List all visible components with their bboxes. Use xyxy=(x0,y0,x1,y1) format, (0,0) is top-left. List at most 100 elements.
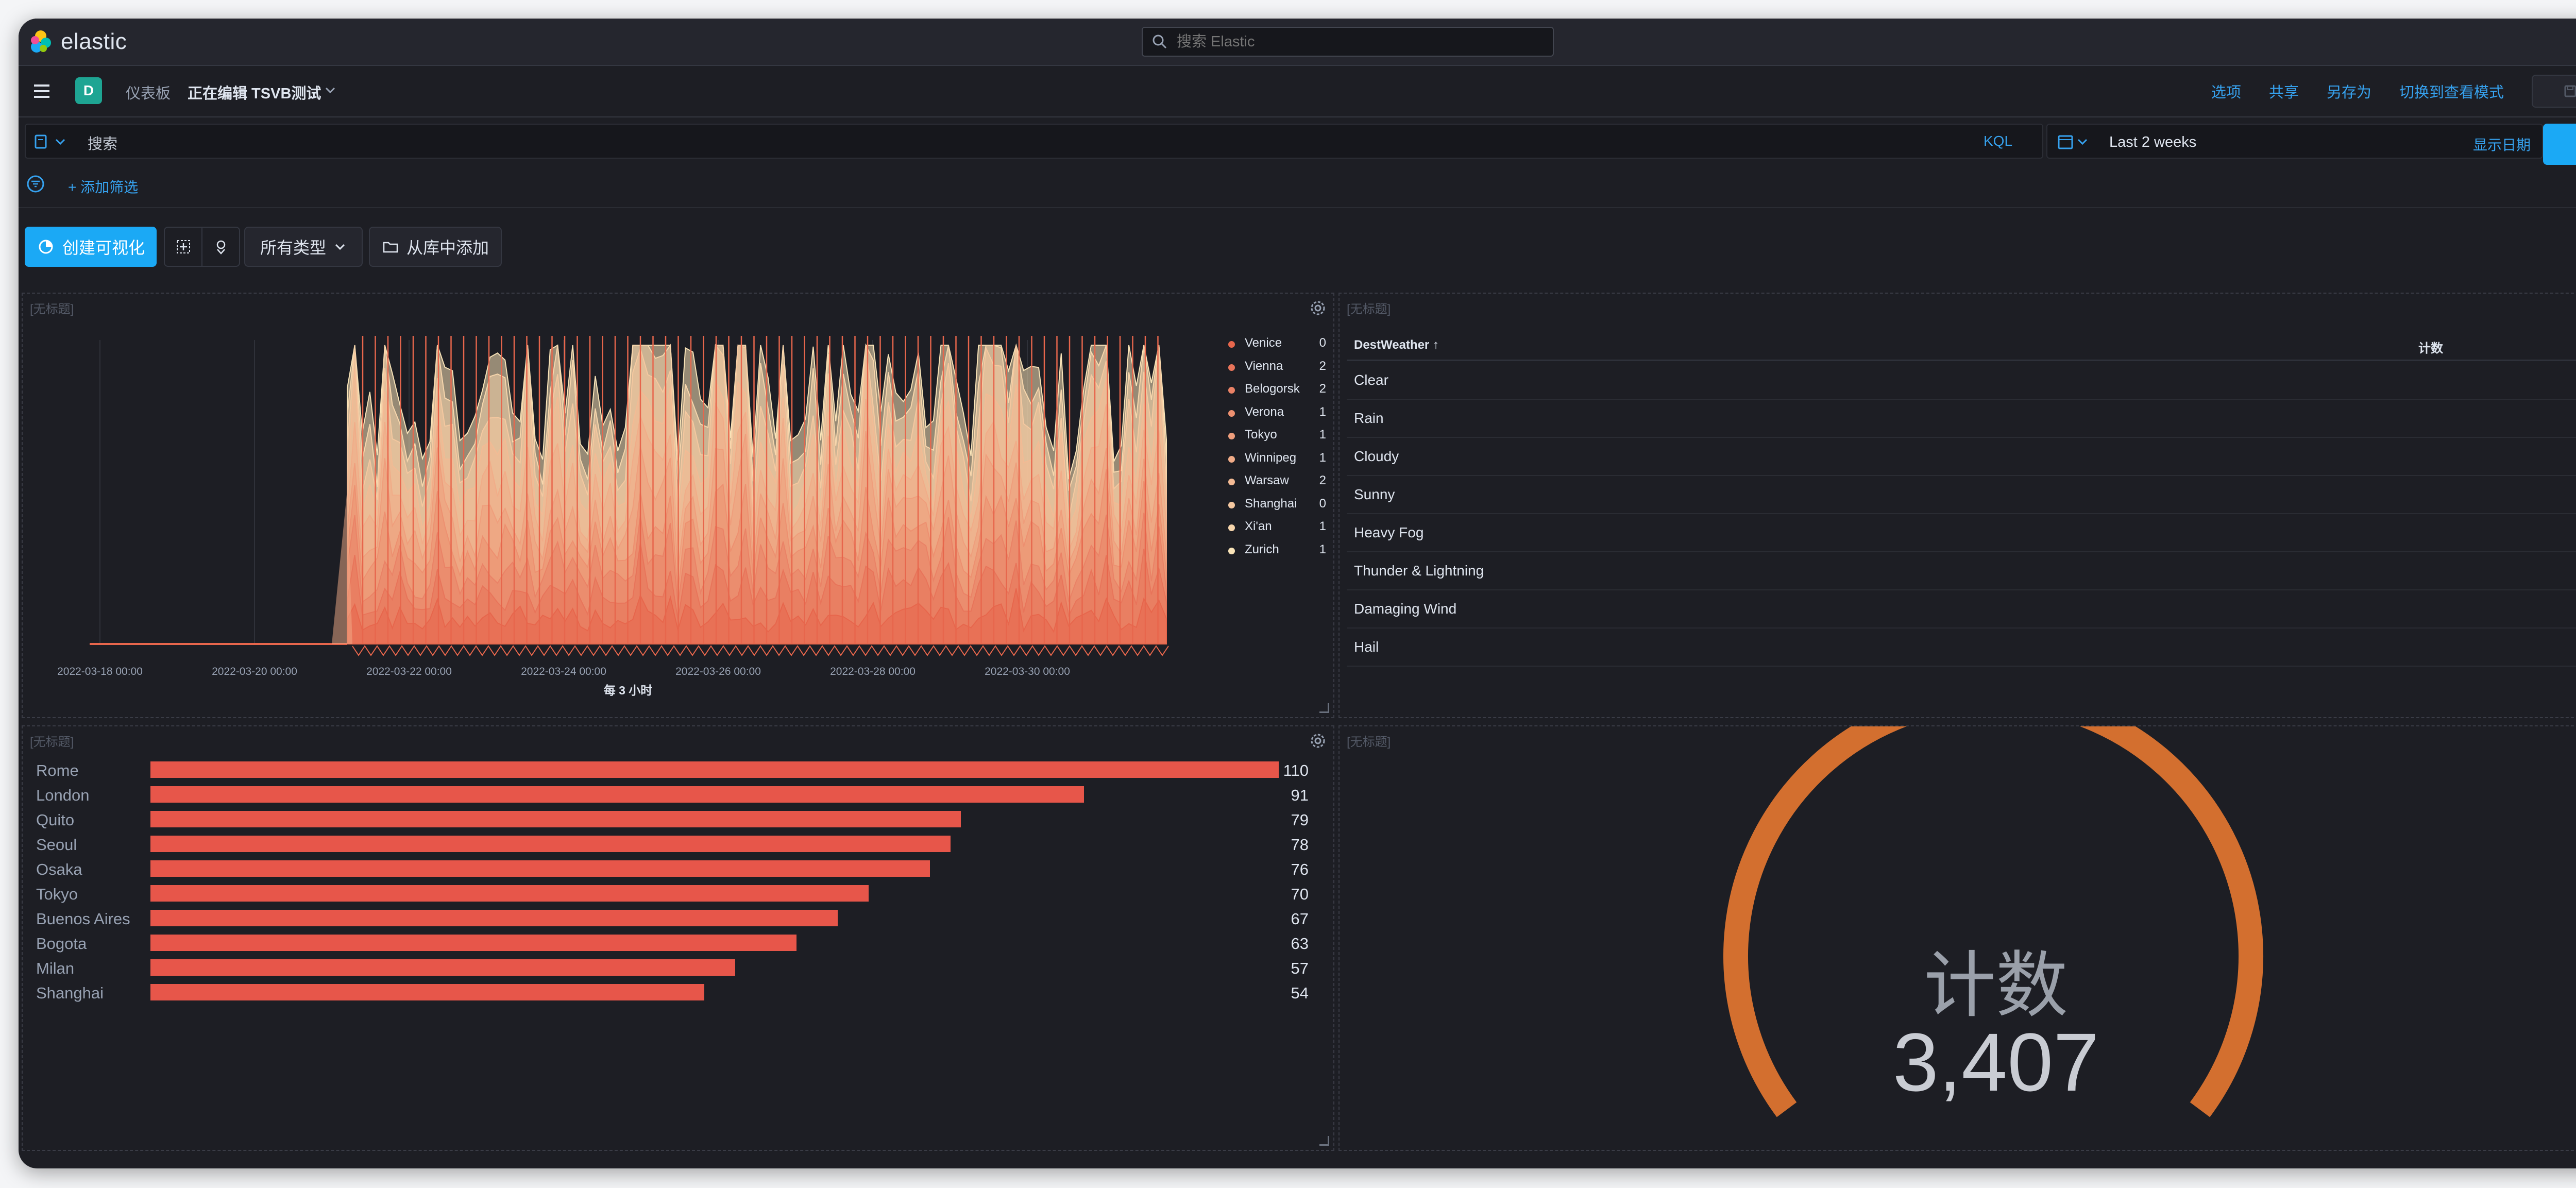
save-icon xyxy=(2564,85,2576,97)
legend-item[interactable]: Vienna 2 xyxy=(1228,359,1326,382)
top-n-row: Buenos Aires 67 xyxy=(36,907,1309,931)
quick-date-menu[interactable] xyxy=(2057,133,2093,151)
nav-header: D 仪表板 正在编辑 TSVB测试 选项 共享 另存为 切换到查看模式 保存 xyxy=(19,66,2576,117)
global-search-input[interactable] xyxy=(1176,32,1538,51)
share-link[interactable]: 共享 xyxy=(2268,84,2299,101)
chevron-down-icon xyxy=(55,139,65,145)
legend-value: 1 xyxy=(1319,519,1326,533)
legend-swatch xyxy=(1228,433,1235,439)
table-row: Cloudy593 xyxy=(1347,437,2576,476)
gauge-panel: [无标题] 计数 3,407 xyxy=(1338,725,2576,1151)
create-visualization-button[interactable]: 创建可视化 xyxy=(25,227,157,267)
legend-item[interactable]: Tokyo 1 xyxy=(1228,428,1326,451)
legend-item[interactable]: Xi'an 1 xyxy=(1228,519,1326,542)
legend-label: Verona xyxy=(1245,404,1284,419)
legend-swatch xyxy=(1228,479,1235,485)
top-header: elastic xyxy=(19,19,2576,66)
global-search[interactable] xyxy=(1142,27,1554,57)
add-filter-link[interactable]: + 添加筛选 xyxy=(68,179,139,195)
nav-actions: 选项 共享 另存为 切换到查看模式 保存 xyxy=(2211,66,2576,116)
all-types-label: 所有类型 xyxy=(260,239,326,257)
top-n-value: 57 xyxy=(1291,959,1309,977)
top-n-value: 76 xyxy=(1291,860,1309,878)
top-n-bar xyxy=(150,959,735,976)
column-header-count[interactable]: 计数 xyxy=(2418,342,2443,355)
legend-value: 1 xyxy=(1319,404,1326,419)
series-area xyxy=(332,489,352,644)
column-header-destweather[interactable]: DestWeather ↑ xyxy=(1354,338,1439,352)
legend-item[interactable]: Warsaw 2 xyxy=(1228,473,1326,497)
legend-swatch xyxy=(1228,410,1235,417)
table-row: Clear636 xyxy=(1347,361,2576,400)
query-input[interactable]: 搜索 xyxy=(88,136,118,152)
gauge-label: 计数 xyxy=(1923,945,2068,1026)
visualize-icon xyxy=(39,240,53,254)
weather-name: Thunder & Lightning xyxy=(1354,563,1484,579)
legend-item[interactable]: Winnipeg 1 xyxy=(1228,451,1326,474)
table-row: Damaging Wind235 xyxy=(1347,589,2576,629)
x-tick-label: 2022-03-18 00:00 xyxy=(57,666,143,677)
gear-icon[interactable] xyxy=(1307,297,1329,319)
chevron-down-icon[interactable] xyxy=(323,82,338,98)
elastic-logo-icon xyxy=(31,30,51,53)
x-tick-label: 2022-03-26 00:00 xyxy=(675,666,761,677)
legend-value: 2 xyxy=(1319,359,1326,373)
legend-item[interactable]: Shanghai 0 xyxy=(1228,497,1326,520)
legend-item[interactable]: Verona 1 xyxy=(1228,405,1326,428)
top-n-value: 54 xyxy=(1291,984,1309,1002)
menu-icon[interactable] xyxy=(30,79,54,103)
quick-create-group xyxy=(164,227,240,267)
saved-query-menu[interactable] xyxy=(32,132,73,151)
breadcrumb-current: 正在编辑 TSVB测试 xyxy=(188,86,321,102)
save-button[interactable]: 保存 xyxy=(2532,75,2576,108)
kql-toggle[interactable]: KQL xyxy=(1984,133,2013,149)
x-tick-label: 2022-03-20 00:00 xyxy=(212,666,297,677)
top-n-value: 78 xyxy=(1291,836,1309,854)
saved-query-icon xyxy=(35,134,47,149)
show-dates-link[interactable]: 显示日期 xyxy=(2472,137,2531,153)
top-n-value: 63 xyxy=(1291,935,1309,953)
weather-name: Rain xyxy=(1354,410,1384,426)
date-range-text[interactable]: Last 2 weeks xyxy=(2109,134,2197,150)
gauge-chart xyxy=(1723,726,2263,1117)
top-n-label: London xyxy=(36,786,90,804)
timeseries-panel: [无标题] 2022-03-18 00:00 2022-03-20 00:00 20… xyxy=(22,293,1334,718)
options-link[interactable]: 选项 xyxy=(2211,84,2241,101)
breadcrumb-dashboards[interactable]: 仪表板 xyxy=(126,86,171,102)
filter-icon[interactable] xyxy=(26,174,45,194)
maps-button[interactable] xyxy=(201,228,239,266)
elastic-home-link[interactable]: elastic xyxy=(28,25,127,59)
view-mode-link[interactable]: 切换到查看模式 xyxy=(2399,84,2504,101)
markdown-button[interactable] xyxy=(165,228,201,266)
weather-name: Heavy Fog xyxy=(1354,524,1424,540)
save-as-link[interactable]: 另存为 xyxy=(2326,84,2371,101)
weather-table-panel: [无标题] DestWeather ↑ 计数 Clear636Rain633Cl… xyxy=(1338,293,2576,718)
top-n-value: 110 xyxy=(1283,761,1309,779)
legend-swatch xyxy=(1228,455,1235,463)
legend-label: Warsaw xyxy=(1245,473,1289,487)
space-avatar[interactable]: D xyxy=(75,77,102,104)
maps-icon xyxy=(216,240,225,254)
gear-icon[interactable] xyxy=(1307,729,1329,752)
resize-handle[interactable] xyxy=(1319,703,1329,713)
panel-title: [无标题] xyxy=(1347,302,1391,316)
resize-handle[interactable] xyxy=(1319,1136,1329,1146)
legend-swatch xyxy=(1228,547,1235,554)
top-n-bar xyxy=(150,786,1084,803)
x-tick-label: 2022-03-30 00:00 xyxy=(985,666,1070,677)
add-from-library-button[interactable]: 从库中添加 xyxy=(369,227,502,267)
legend-item[interactable]: Zurich 1 xyxy=(1228,542,1326,566)
legend-swatch xyxy=(1228,501,1235,508)
panel-title: [无标题] xyxy=(1347,735,1391,749)
top-n-bar xyxy=(150,885,869,902)
all-types-dropdown[interactable]: 所有类型 xyxy=(244,227,363,267)
legend-label: Venice xyxy=(1245,336,1282,350)
legend-label: Tokyo xyxy=(1245,428,1277,442)
top-n-row: Milan 57 xyxy=(36,956,1309,981)
legend-label: Vienna xyxy=(1245,359,1283,373)
refresh-button[interactable]: 刷新 xyxy=(2543,124,2576,165)
legend-label: Belogorsk xyxy=(1245,382,1300,396)
x-tick-label: 2022-03-28 00:00 xyxy=(830,666,916,677)
legend-item[interactable]: Belogorsk 2 xyxy=(1228,382,1326,405)
legend-item[interactable]: Venice 0 xyxy=(1228,336,1326,359)
